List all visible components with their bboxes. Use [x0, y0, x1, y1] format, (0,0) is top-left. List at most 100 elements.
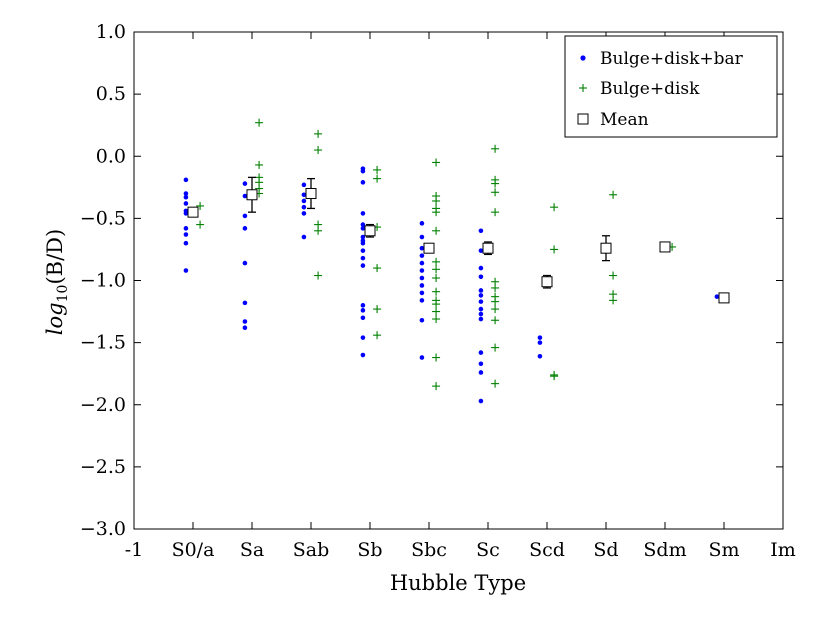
x-ticks: -1 S0/a Sa Sab Sb Sbc Sc Scd Sd Sdm Sm Im: [125, 32, 796, 561]
bulge-disk-point: [432, 300, 441, 309]
y-tick-label: −2.0: [80, 394, 126, 416]
bulge-disk-point: [432, 353, 441, 362]
bulge-disk-point: [255, 160, 264, 169]
bulge-disk-point: [491, 379, 500, 388]
legend-box: [564, 35, 778, 138]
bulge-disk-point: [373, 305, 382, 314]
bulge-disk-point: [491, 316, 500, 325]
legend-label-mean: Mean: [600, 110, 649, 130]
bulge-disk-bar-point: [419, 268, 425, 273]
bulge-disk-point: [609, 296, 618, 305]
mean-point: [541, 276, 553, 288]
mean-point: [600, 242, 612, 254]
bulge-disk-point: [373, 331, 382, 340]
bulge-disk-point: [491, 208, 500, 217]
bulge-disk-bar-point: [360, 222, 366, 227]
bulge-disk-point: [314, 226, 323, 235]
y-tick-label: −1.5: [80, 332, 126, 354]
bulge-disk-bar-point: [478, 265, 484, 271]
bulge-disk-point: [373, 165, 382, 174]
bulge-disk-bar-point: [478, 293, 484, 298]
bulge-disk-bar-point: [183, 194, 189, 200]
bulge-disk-bar-point: [478, 299, 484, 304]
bulge-disk-point: [609, 271, 618, 280]
bulge-disk-bar-point: [360, 315, 366, 321]
y-tick-label: −2.5: [80, 456, 126, 478]
bulge-disk-bar-point: [242, 226, 248, 231]
y-axis-title-rest: (B/D): [43, 229, 67, 285]
bulge-disk-point: [432, 196, 441, 205]
bulge-disk-point: [550, 203, 559, 212]
bulge-disk-bar-point: [183, 177, 189, 183]
x-tick-label: Sab: [293, 539, 330, 561]
y-tick-label: −1.0: [80, 270, 126, 292]
x-axis-title: Hubble Type: [390, 571, 526, 595]
bulge-disk-bar-point: [537, 353, 543, 359]
bulge-disk-bar-point: [478, 370, 484, 375]
bulge-disk-bar-point: [301, 198, 307, 204]
bulge-disk-bar-point: [242, 300, 248, 306]
bulge-disk-bar-point: [478, 274, 484, 280]
bulge-disk-bar-point: [360, 226, 366, 231]
x-tick-label: Sm: [708, 539, 739, 561]
bulge-disk-point: [432, 257, 441, 266]
bulge-disk-bar-point: [419, 260, 425, 266]
y-tick-label: 0.0: [96, 145, 126, 167]
bulge-disk-bar-point: [242, 325, 248, 331]
bulge-disk-bar-point: [301, 192, 307, 198]
bulge-disk-bar-point: [419, 290, 425, 296]
bulge-disk-bar-point: [537, 340, 543, 345]
bulge-disk-point: [550, 245, 559, 254]
x-tick-label: -1: [125, 539, 144, 561]
bulge-disk-point: [491, 297, 500, 306]
bulge-disk-point: [432, 287, 441, 296]
bulge-disk-point: [491, 179, 500, 188]
x-tick-label: Scd: [529, 539, 565, 561]
bulge-disk-bar-point: [360, 335, 366, 340]
bulge-disk-point: [432, 274, 441, 283]
y-tick-label: −0.5: [80, 207, 126, 229]
y-axis-title-subscript: 10: [55, 285, 71, 303]
x-tick-label: Sc: [476, 539, 500, 561]
mean-point: [423, 242, 435, 254]
bulge-disk-point: [196, 220, 205, 229]
bulge-disk-bar-point: [242, 260, 248, 266]
mean-point: [364, 225, 376, 237]
legend-marker-bulge-disk-bar: [580, 55, 586, 61]
bulge-disk-bar-point: [360, 168, 366, 174]
x-tick-label: Sa: [240, 539, 264, 561]
bulge-disk-bar-point: [478, 311, 484, 317]
x-tick-label: Sb: [357, 539, 382, 561]
x-tick-label: Sdm: [643, 539, 686, 561]
bulge-disk-bar-point: [183, 201, 189, 206]
bulge-disk-bar-point: [714, 294, 720, 299]
mean-point: [718, 292, 730, 304]
bulge-disk-point: [491, 283, 500, 292]
bulge-disk-bar-point: [478, 248, 484, 253]
bulge-disk-point: [373, 174, 382, 183]
bulge-disk-point: [432, 208, 441, 217]
bulge-disk-point: [550, 372, 559, 381]
y-tick-label: −3.0: [80, 518, 126, 540]
bulge-disk-bar-point: [419, 283, 425, 288]
y-axis-title-main: log: [43, 302, 67, 335]
bulge-disk-bar-point: [360, 211, 366, 216]
bulge-disk-bar-point: [360, 303, 366, 308]
bulge-disk-point: [314, 271, 323, 280]
bulge-disk-point: [491, 343, 500, 352]
bulge-disk-bar-point: [183, 211, 189, 216]
bulge-disk-bar-point: [301, 234, 307, 240]
bulge-disk-bar-point: [419, 355, 425, 360]
bulge-disk-bar-point: [419, 317, 425, 323]
bulge-disk-bar-point: [360, 248, 366, 253]
bulge-disk-bar-point: [360, 352, 366, 358]
data-points: [183, 118, 730, 404]
bulge-disk-point: [314, 129, 323, 138]
bulge-disk-bar-point: [419, 275, 425, 281]
legend: Bulge+disk+bar Bulge+disk Mean: [564, 35, 778, 138]
bulge-disk-point: [491, 188, 500, 197]
bulge-disk-bar-point: [478, 316, 484, 322]
bulge-disk-bar-point: [419, 253, 425, 258]
x-tick-label: Sbc: [411, 539, 447, 561]
